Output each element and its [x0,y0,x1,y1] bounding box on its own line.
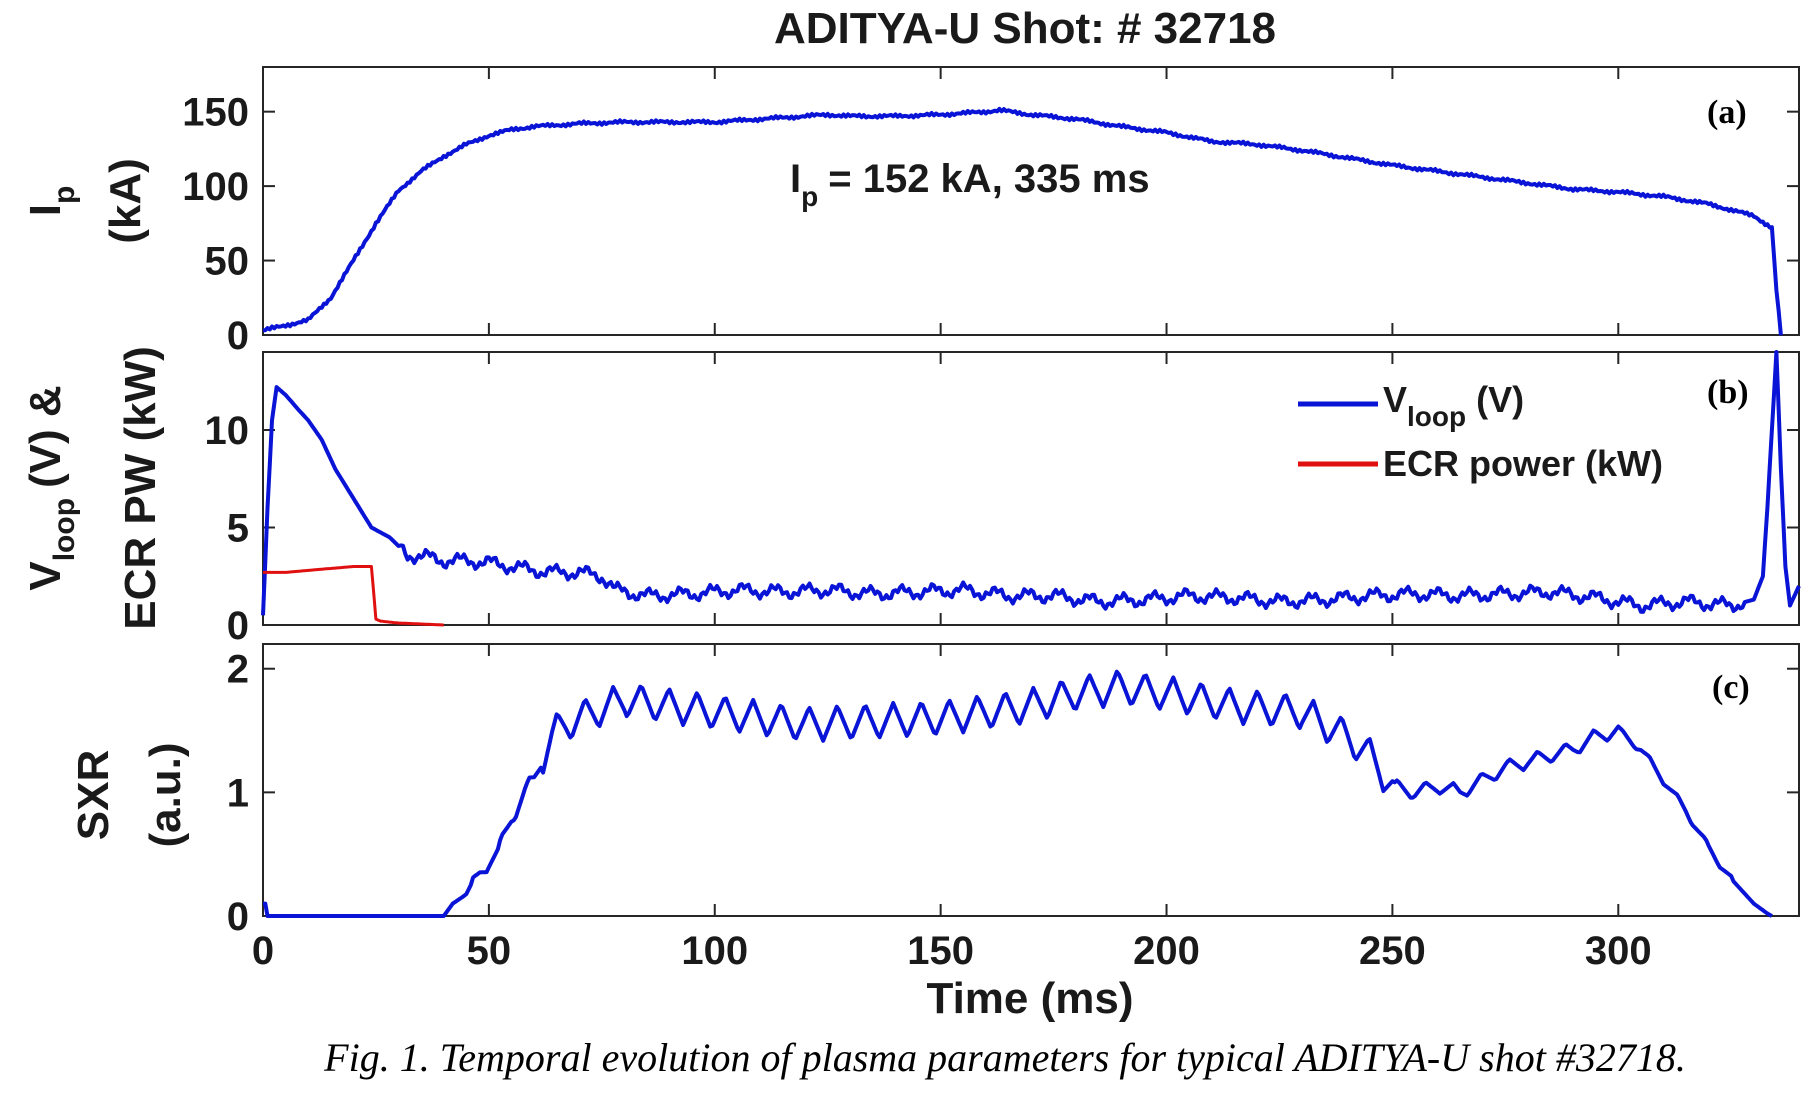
panel-b-x-ticks [262,352,1620,625]
ip-annotation-main: I [790,157,801,201]
panel-c-frame [262,643,1800,917]
figure-title: ADITYA-U Shot: # 32718 [774,4,1276,53]
panel-a-ylabel-main: I [21,204,70,216]
panel-c-tag: (c) [1712,669,1750,706]
panel-a-ylabel: Ip [21,186,81,217]
panel-a-y-ticks: 0 50 100 150 [182,91,1799,358]
figure-caption: Fig. 1. Temporal evolution of plasma par… [323,1035,1686,1080]
panel-b: 0 5 10 (b) Vloop (V) ECR power (kW) Vloop (V… [21,346,1801,648]
panel-a-ylabel-unit: (kA) [101,158,150,244]
legend-vloop-rest: (V) [1476,379,1524,420]
x-tick-label-6: 300 [1585,929,1652,973]
panel-b-frame [262,351,1800,626]
panel-c-y-ticks: 0 1 2 [227,648,1799,939]
ip-annotation-sub: p [801,181,818,212]
legend-vloop-main: V [1383,379,1407,420]
panel-b-ytick-label-2: 10 [205,409,250,453]
x-tick-label-1: 50 [467,929,512,973]
vloop-series-line [261,350,1801,616]
panel-b-tag: (b) [1707,374,1749,411]
ip-annotation-rest: = 152 kA, 335 ms [828,157,1149,201]
panel-a-ytick-label-3: 150 [182,91,249,135]
panel-c-ytick-label-1: 1 [227,771,249,815]
ip-series-line [262,106,1783,336]
panel-b-ylabel-2: ECR PW (kW) [116,346,165,630]
x-axis-label: Time (ms) [926,974,1133,1023]
panel-b-ytick-label-0: 0 [227,604,249,648]
panel-c-ytick-label-2: 2 [227,648,249,692]
ecr-series-line [263,565,444,627]
x-tick-label-0: 0 [252,929,274,973]
panel-a-ylabel-line1: Ip [21,186,81,217]
sxr-series-line [263,669,1773,918]
panel-b-ytick-label-1: 5 [227,507,249,551]
panel-c-ytick-label-0: 0 [227,895,249,939]
panel-c: 0 1 2 (c) SXR (a.u.) 0 50 100 150 200 250 300 Ti… [69,643,1800,1023]
x-tick-label-4: 200 [1133,929,1200,973]
panel-b-ylabel-sub: loop [48,498,81,561]
legend-vloop-label: Vloop (V) [1383,379,1524,432]
legend-ecr-label: ECR power (kW) [1383,443,1663,484]
panel-c-ylabel-line2: (a.u.) [141,742,190,847]
panel-a: 0 50 100 150 (a) Ip = 152 kA, 335 ms Ip (kA) [21,66,1800,358]
panel-c-x-ticks [262,644,1620,916]
panel-b-ylabel-line2: ECR PW (kW) [116,346,165,630]
panel-a-ytick-label-2: 100 [182,165,249,209]
x-tick-label-2: 100 [681,929,748,973]
panel-b-ylabel-rest: (V) & [21,385,70,488]
panel-a-frame [262,66,1800,336]
panel-b-ylabel-line1: Vloop (V) & [21,385,81,590]
panel-b-ylabel-main: V [21,561,70,591]
panel-a-x-ticks [262,67,1620,335]
panel-a-ytick-label-0: 0 [227,314,249,358]
x-tick-label-5: 250 [1359,929,1426,973]
x-tick-label-3: 150 [907,929,974,973]
legend-vloop-sub: loop [1407,401,1466,432]
panel-b-y-ticks: 0 5 10 [205,409,1799,648]
x-tick-labels: 0 50 100 150 200 250 300 [252,929,1652,973]
panel-b-ylabel-1: Vloop (V) & [21,385,81,590]
panel-a-ylabel-sub: p [48,186,81,204]
ip-annotation: Ip = 152 kA, 335 ms [790,157,1150,212]
legend: Vloop (V) ECR power (kW) [1298,379,1663,484]
panel-c-ylabel-2: (a.u.) [141,742,190,847]
panel-a-ytick-label-1: 50 [205,240,250,284]
panel-c-ylabel-1: SXR [69,750,118,840]
panel-c-ylabel-line1: SXR [69,750,118,840]
panel-a-ylabel-unit-text: (kA) [101,158,150,244]
panel-a-tag: (a) [1707,94,1747,131]
